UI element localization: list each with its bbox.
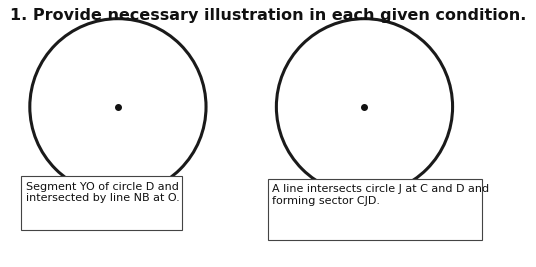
Text: A line intersects circle J at C and D and
forming sector CJD.: A line intersects circle J at C and D an… bbox=[272, 184, 489, 206]
FancyBboxPatch shape bbox=[268, 179, 482, 240]
Text: Segment YO of circle D and
intersected by line NB at O.: Segment YO of circle D and intersected b… bbox=[26, 182, 180, 203]
Text: 1. Provide necessary illustration in each given condition.: 1. Provide necessary illustration in eac… bbox=[10, 8, 526, 23]
FancyBboxPatch shape bbox=[21, 176, 182, 230]
